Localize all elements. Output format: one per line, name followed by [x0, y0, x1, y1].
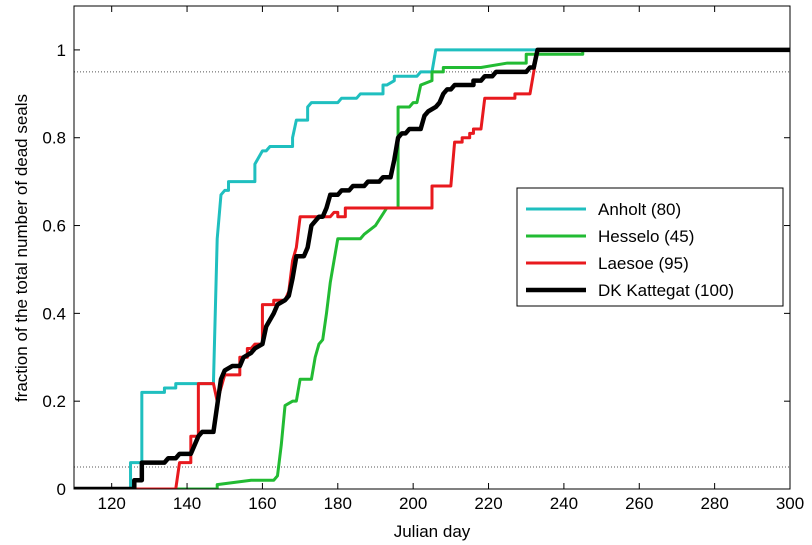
legend-label: Hesselo (45): [598, 227, 694, 246]
x-tick-label: 280: [700, 494, 728, 513]
x-axis-ticks: 120 140 160 180 200 220 240 260 280 300: [97, 6, 804, 513]
y-tick-label: 0.2: [42, 392, 66, 411]
y-tick-label: 0.4: [42, 304, 66, 323]
x-tick-label: 260: [625, 494, 653, 513]
y-tick-label: 0.8: [42, 129, 66, 148]
y-tick-label: 0.6: [42, 217, 66, 236]
x-tick-label: 140: [173, 494, 201, 513]
legend-item: Anholt (80): [526, 200, 681, 219]
x-tick-label: 220: [474, 494, 502, 513]
series-line-3: [74, 47, 790, 489]
legend-item: Laesoe (95): [526, 254, 689, 273]
legend: Anholt (80) Hesselo (45) Laesoe (95) DK Kat…: [516, 187, 784, 307]
x-tick-label: 240: [550, 494, 578, 513]
legend-label: Laesoe (95): [598, 254, 689, 273]
axes: [73, 5, 791, 490]
y-tick-label: 0: [57, 480, 66, 499]
x-tick-label: 200: [399, 494, 427, 513]
legend-item: Hesselo (45): [526, 227, 694, 246]
x-axis-label: Julian day: [394, 522, 471, 541]
series-line-1: [74, 48, 790, 489]
y-tick-label: 1: [57, 41, 66, 60]
legend-item: DK Kattegat (100): [526, 281, 734, 300]
series-layer: [74, 47, 790, 489]
series-line-0: [74, 48, 790, 489]
x-tick-label: 300: [776, 494, 804, 513]
axes-box: [73, 5, 791, 490]
y-axis-label: fraction of the total number of dead sea…: [12, 94, 31, 402]
x-tick-label: 160: [248, 494, 276, 513]
legend-label: DK Kattegat (100): [598, 281, 734, 300]
y-axis-ticks: 0 0.2 0.4 0.6 0.8 1: [42, 41, 790, 499]
x-tick-label: 120: [97, 494, 125, 513]
legend-label: Anholt (80): [598, 200, 681, 219]
x-tick-label: 180: [324, 494, 352, 513]
